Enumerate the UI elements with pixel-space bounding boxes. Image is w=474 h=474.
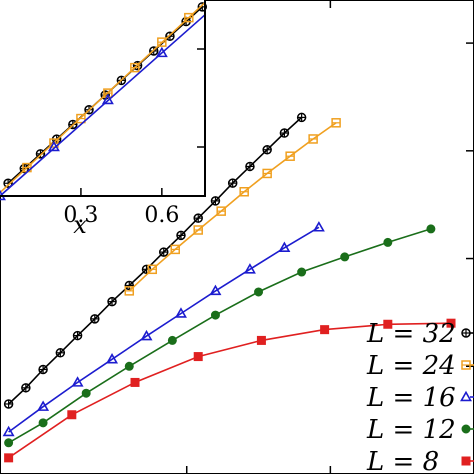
data-point-l-12-1 <box>38 418 48 428</box>
data-point-l-8-1 <box>67 410 77 420</box>
data-point-l-16-2 <box>71 376 84 387</box>
data-point-l-8-3 <box>193 352 203 362</box>
data-point-l-12-2 <box>81 388 91 398</box>
inset-series-l-24 <box>0 2 206 194</box>
series-line-l-8 <box>8 322 452 459</box>
inset-x-tick-label-0: 0.3 <box>63 203 98 228</box>
legend-label-l-8: L = 8 <box>366 447 439 474</box>
series-l-24 <box>124 118 341 296</box>
inset-panel: 0.3 0.6 x <box>0 0 208 239</box>
data-point-l-16-6 <box>209 284 222 296</box>
inset-data-point-l-16-3 <box>155 46 168 58</box>
inset-series-line-l-16 <box>0 14 206 197</box>
inset-series-layer <box>0 2 208 201</box>
data-point-l-16-3 <box>106 353 119 364</box>
data-point-l-12-7 <box>297 267 307 277</box>
legend-label-l-24: L = 24 <box>366 351 456 381</box>
legend-marker-l-12 <box>461 424 471 434</box>
inset-data-point-l-16-1 <box>47 140 60 152</box>
series-line-l-24 <box>128 122 337 292</box>
series-l-16 <box>2 221 325 437</box>
inset-x-axis-label: x <box>73 211 87 239</box>
data-point-l-8-6 <box>383 319 393 329</box>
legend-label-l-12: L = 12 <box>366 415 456 445</box>
data-point-l-12-4 <box>167 335 177 345</box>
data-point-l-16-4 <box>140 329 153 341</box>
inset-series-line-l-24 <box>0 2 206 194</box>
legend-label-l-16: L = 16 <box>366 383 456 413</box>
data-point-l-8-2 <box>130 377 140 387</box>
data-point-l-16-8 <box>278 241 291 253</box>
inset-frame <box>0 0 206 197</box>
data-point-l-16-9 <box>312 221 325 232</box>
inset-ticks: 0.3 0.6 <box>63 48 205 228</box>
series-line-l-16 <box>8 226 320 433</box>
series-l-12 <box>4 224 436 448</box>
legend: L = 32L = 24L = 16L = 12L = 8 <box>366 319 474 474</box>
data-point-l-16-7 <box>243 263 256 274</box>
data-point-l-12-0 <box>4 438 14 448</box>
data-point-l-12-3 <box>124 361 134 371</box>
legend-label-l-32: L = 32 <box>366 319 456 349</box>
inset-data-point-l-16-2 <box>101 93 114 105</box>
data-point-l-16-5 <box>175 307 187 318</box>
data-point-l-8-7 <box>446 318 456 328</box>
data-point-l-12-8 <box>340 252 350 262</box>
inset-x-tick-label-1: 0.6 <box>144 203 179 228</box>
data-point-l-12-5 <box>210 310 220 320</box>
data-point-l-16-1 <box>37 400 50 411</box>
data-point-l-12-9 <box>383 237 393 247</box>
series-l-8 <box>4 318 456 463</box>
data-point-l-16-0 <box>2 425 15 437</box>
legend-marker-l-8 <box>461 456 471 466</box>
data-point-l-8-5 <box>320 325 330 335</box>
main-series-layer <box>2 112 456 463</box>
legend-marker-l-16 <box>460 390 472 402</box>
data-point-l-8-4 <box>256 335 266 345</box>
data-point-l-12-10 <box>426 224 436 234</box>
data-point-l-12-6 <box>254 287 264 297</box>
data-point-l-8-0 <box>4 453 14 463</box>
